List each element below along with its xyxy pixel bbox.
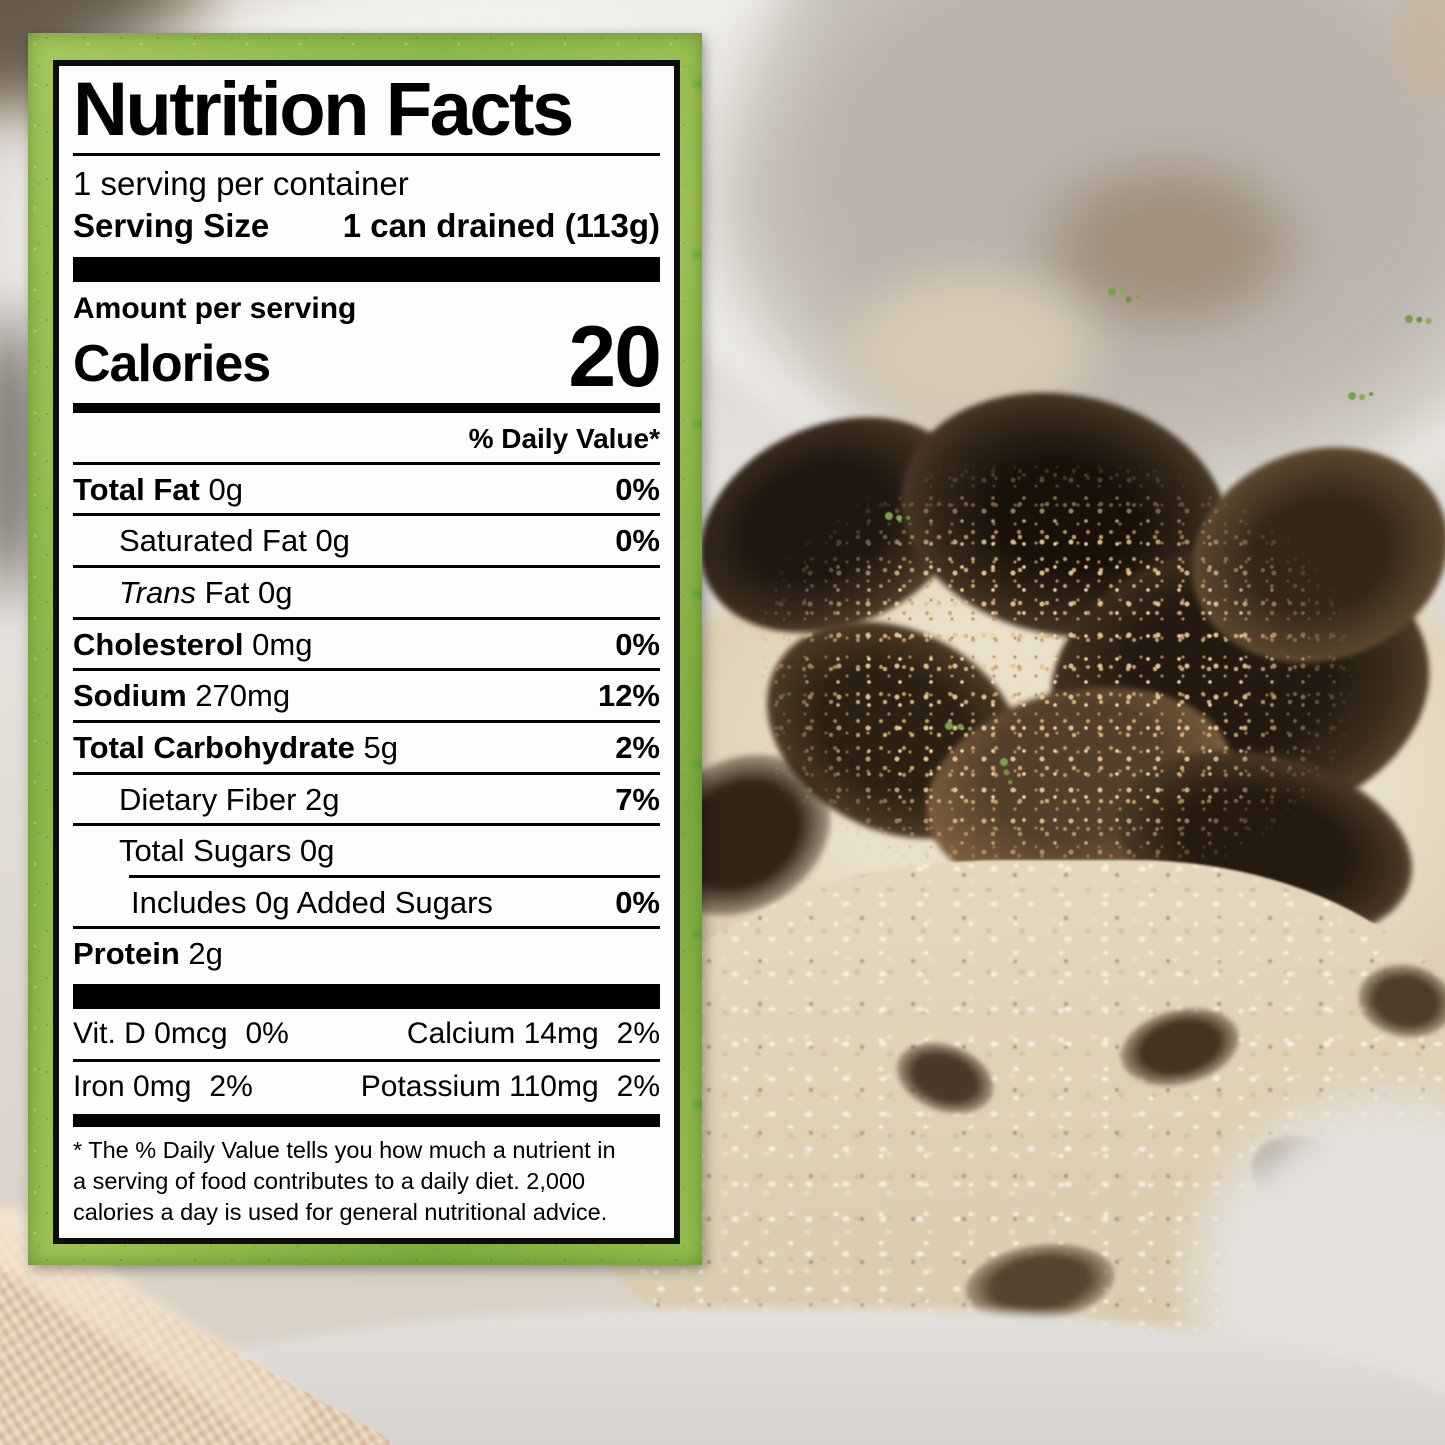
nutrient-name: Total Sugars 0g bbox=[119, 833, 335, 869]
micronutrient-right: Potassium 110mg 2% bbox=[361, 1070, 660, 1104]
daily-value: 0% bbox=[615, 884, 660, 920]
nutrient-name: Saturated Fat 0g bbox=[119, 523, 350, 559]
nutrient-row-protein: Protein 2g bbox=[73, 926, 660, 978]
micronutrient-left: Iron 0mg 2% bbox=[73, 1070, 253, 1104]
thick-divider bbox=[73, 984, 660, 1009]
nutrient-name: Includes 0g Added Sugars bbox=[131, 884, 493, 920]
photo-tan-edge bbox=[1396, 0, 1445, 100]
nutrient-name: Dietary Fiber 2g bbox=[119, 781, 340, 817]
serving-size-label: Serving Size bbox=[73, 207, 270, 245]
nutrient-name: Protein 2g bbox=[73, 936, 223, 972]
serving-size-row: Serving Size 1 can drained (113g) bbox=[73, 207, 660, 245]
nutrient-row-dietary-fiber: Dietary Fiber 2g 7% bbox=[73, 771, 660, 824]
serving-size-value: 1 can drained (113g) bbox=[342, 207, 660, 245]
daily-value: 2% bbox=[615, 729, 660, 765]
daily-value-header: % Daily Value* bbox=[468, 422, 660, 454]
micronutrient-left: Vit. D 0mcg 0% bbox=[73, 1017, 289, 1051]
nutrient-row-total-carbohydrate: Total Carbohydrate 5g 2% bbox=[73, 719, 660, 772]
nutrient-name: Cholesterol 0mg bbox=[73, 626, 313, 662]
calories-value: 20 bbox=[568, 309, 662, 406]
divider bbox=[73, 1114, 660, 1127]
micronutrient-name: Iron 0mg bbox=[73, 1070, 192, 1103]
micronutrient-dv: 0% bbox=[245, 1017, 289, 1050]
micronutrient-row-1: Vit. D 0mcg 0% Calcium 14mg 2% bbox=[73, 1009, 660, 1059]
thick-divider bbox=[73, 257, 660, 283]
nutrition-label-card: Nutrition Facts 1 serving per container … bbox=[53, 60, 680, 1244]
micronutrient-dv: 2% bbox=[616, 1070, 660, 1103]
nutrient-row-cholesterol: Cholesterol 0mg 0% bbox=[73, 616, 660, 669]
servings-per-container: 1 serving per container bbox=[73, 165, 409, 203]
nutrient-row-saturated-fat: Saturated Fat 0g 0% bbox=[73, 513, 660, 565]
nutrient-row-sodium: Sodium 270mg 12% bbox=[73, 668, 660, 720]
micronutrient-dv: 2% bbox=[616, 1017, 660, 1050]
thyme-sprig bbox=[1348, 392, 1356, 400]
micronutrient-name: Potassium 110mg bbox=[360, 1070, 599, 1103]
daily-value: 0% bbox=[615, 523, 660, 559]
daily-value: 0% bbox=[615, 471, 660, 507]
nutrient-row-trans-fat: Trans Fat 0g bbox=[73, 564, 660, 617]
footnote-line: * The % Daily Value tells you how much a… bbox=[73, 1136, 616, 1163]
micronutrient-name: Vit. D 0mcg bbox=[73, 1017, 228, 1050]
nutrient-row-total-fat: Total Fat 0g 0% bbox=[73, 461, 660, 514]
micronutrient-dv: 2% bbox=[209, 1070, 253, 1103]
photo-gray-streak bbox=[0, 290, 44, 620]
nutrient-name: Total Fat 0g bbox=[73, 471, 243, 507]
micronutrient-right: Calcium 14mg 2% bbox=[407, 1017, 660, 1051]
calories-row: Calories 20 bbox=[73, 309, 662, 406]
micronutrient-row-2: Iron 0mg 2% Potassium 110mg 2% bbox=[73, 1059, 660, 1112]
footnote-line: a serving of food contributes to a daily… bbox=[73, 1167, 586, 1194]
nutrient-row-added-sugars: Includes 0g Added Sugars 0% bbox=[129, 874, 660, 927]
divider bbox=[73, 402, 660, 413]
nutrient-name: Trans Fat 0g bbox=[119, 574, 293, 610]
calories-label: Calories bbox=[73, 334, 271, 393]
footnote-line: calories a day is used for general nutri… bbox=[73, 1198, 608, 1225]
nutrient-name: Total Carbohydrate 5g bbox=[73, 729, 399, 765]
label-title: Nutrition Facts bbox=[73, 67, 574, 152]
nutrition-label: Nutrition Facts 1 serving per container … bbox=[28, 33, 702, 1265]
daily-value: 12% bbox=[597, 678, 660, 714]
divider bbox=[73, 153, 660, 157]
amount-per-serving: Amount per serving bbox=[73, 292, 357, 326]
micronutrient-name: Calcium 14mg bbox=[406, 1017, 599, 1050]
daily-value-footnote: * The % Daily Value tells you how much a… bbox=[73, 1127, 660, 1228]
daily-value: 0% bbox=[615, 626, 660, 662]
nutrient-row-total-sugars: Total Sugars 0g bbox=[73, 823, 660, 875]
nutrient-name: Sodium 270mg bbox=[73, 678, 291, 714]
daily-value: 7% bbox=[615, 781, 660, 817]
